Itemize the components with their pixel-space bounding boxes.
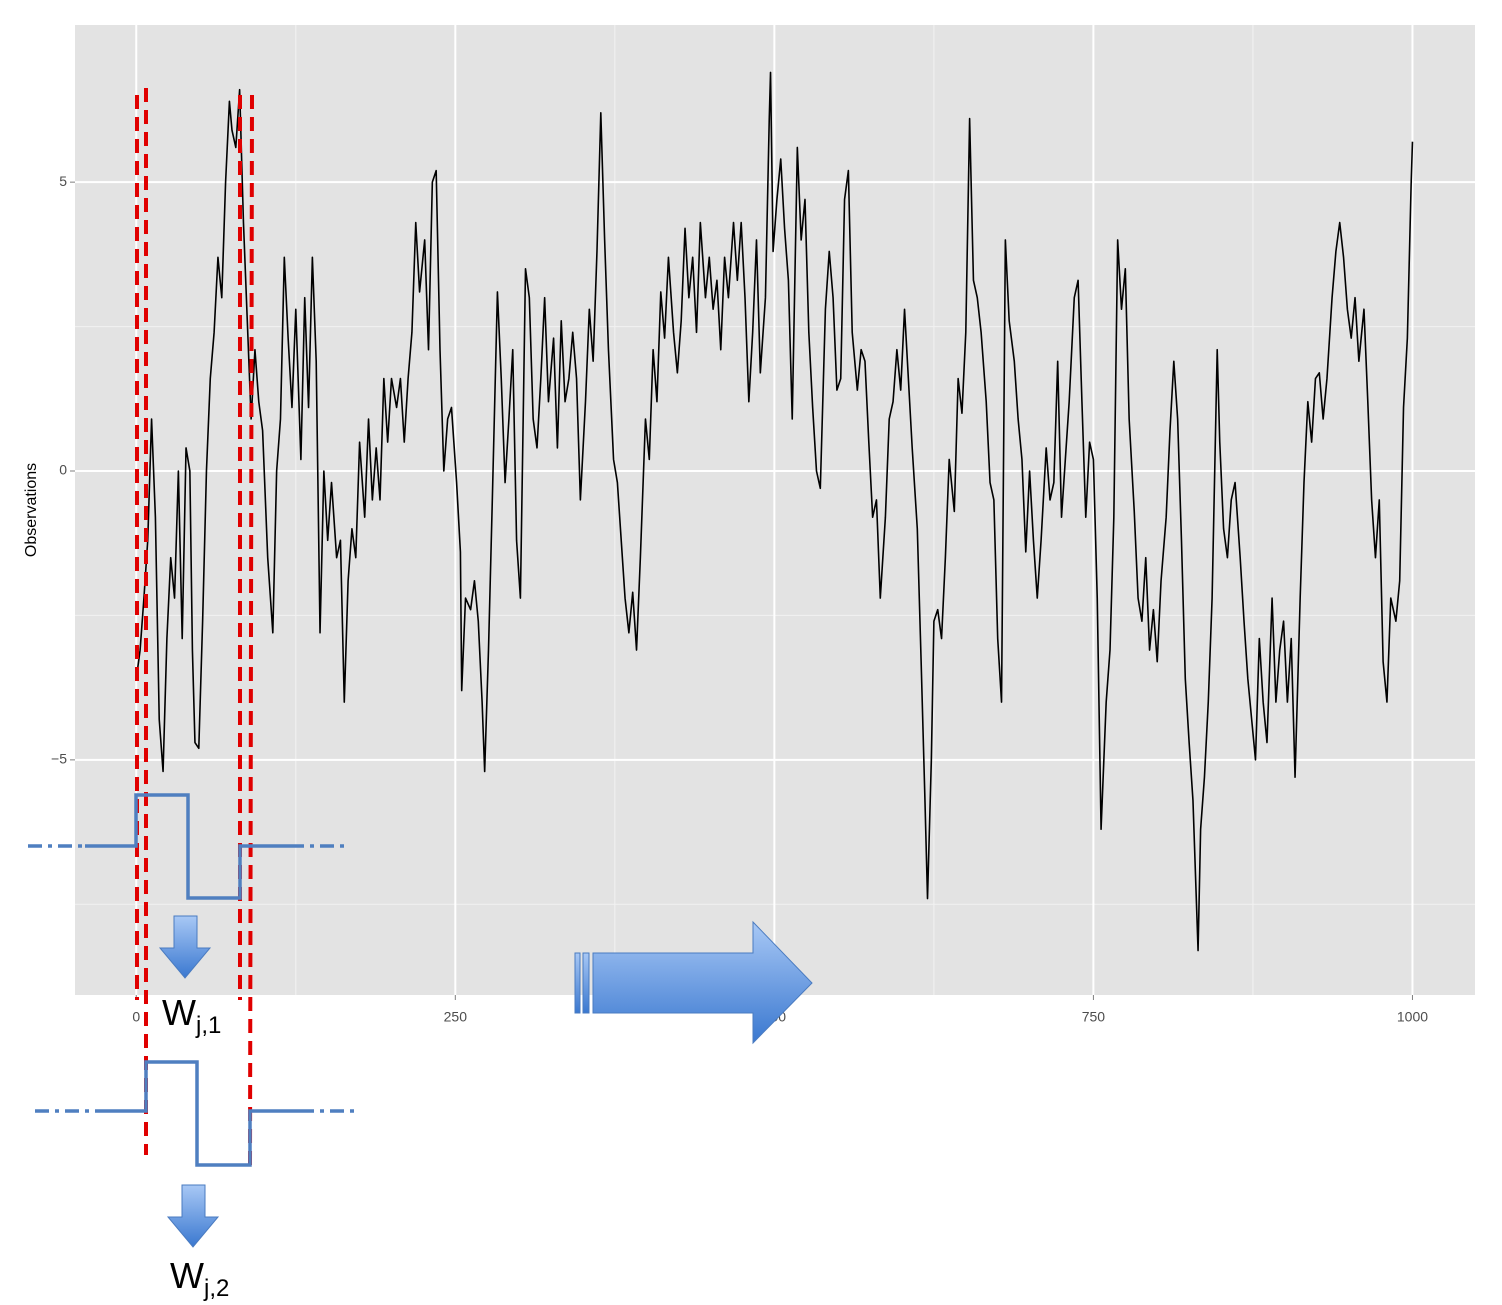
annotation-text: W [170,1255,204,1296]
right-arrow [592,920,813,1045]
x-tick-label: 250 [444,1009,468,1025]
y-axis-title: Observations [23,463,40,557]
annotation: Wj,2 [170,1255,229,1303]
haar-wavelet [85,793,290,900]
haar-wavelet [95,1060,300,1167]
window-overlay: Wj,1 Wj,2 [28,88,813,1303]
window-boundary [248,94,254,1166]
annotation-text: W [162,992,196,1033]
annotation-subscript: j,1 [195,1012,221,1039]
arrow-stripe [574,952,581,1014]
x-tick-label: 750 [1082,1009,1106,1025]
down-arrow [158,915,212,979]
x-tick-label: 1000 [1397,1009,1428,1025]
arrow-stripe [582,952,590,1014]
annotation-subscript: j,2 [203,1275,229,1302]
down-arrow [166,1184,220,1248]
x-tick-label: 0 [132,1009,140,1025]
series-line [135,71,1414,952]
annotation: Wj,1 [162,992,221,1040]
y-tick-label: −5 [51,751,67,767]
y-tick-label: 5 [59,173,67,189]
y-tick-label: 0 [59,462,67,478]
